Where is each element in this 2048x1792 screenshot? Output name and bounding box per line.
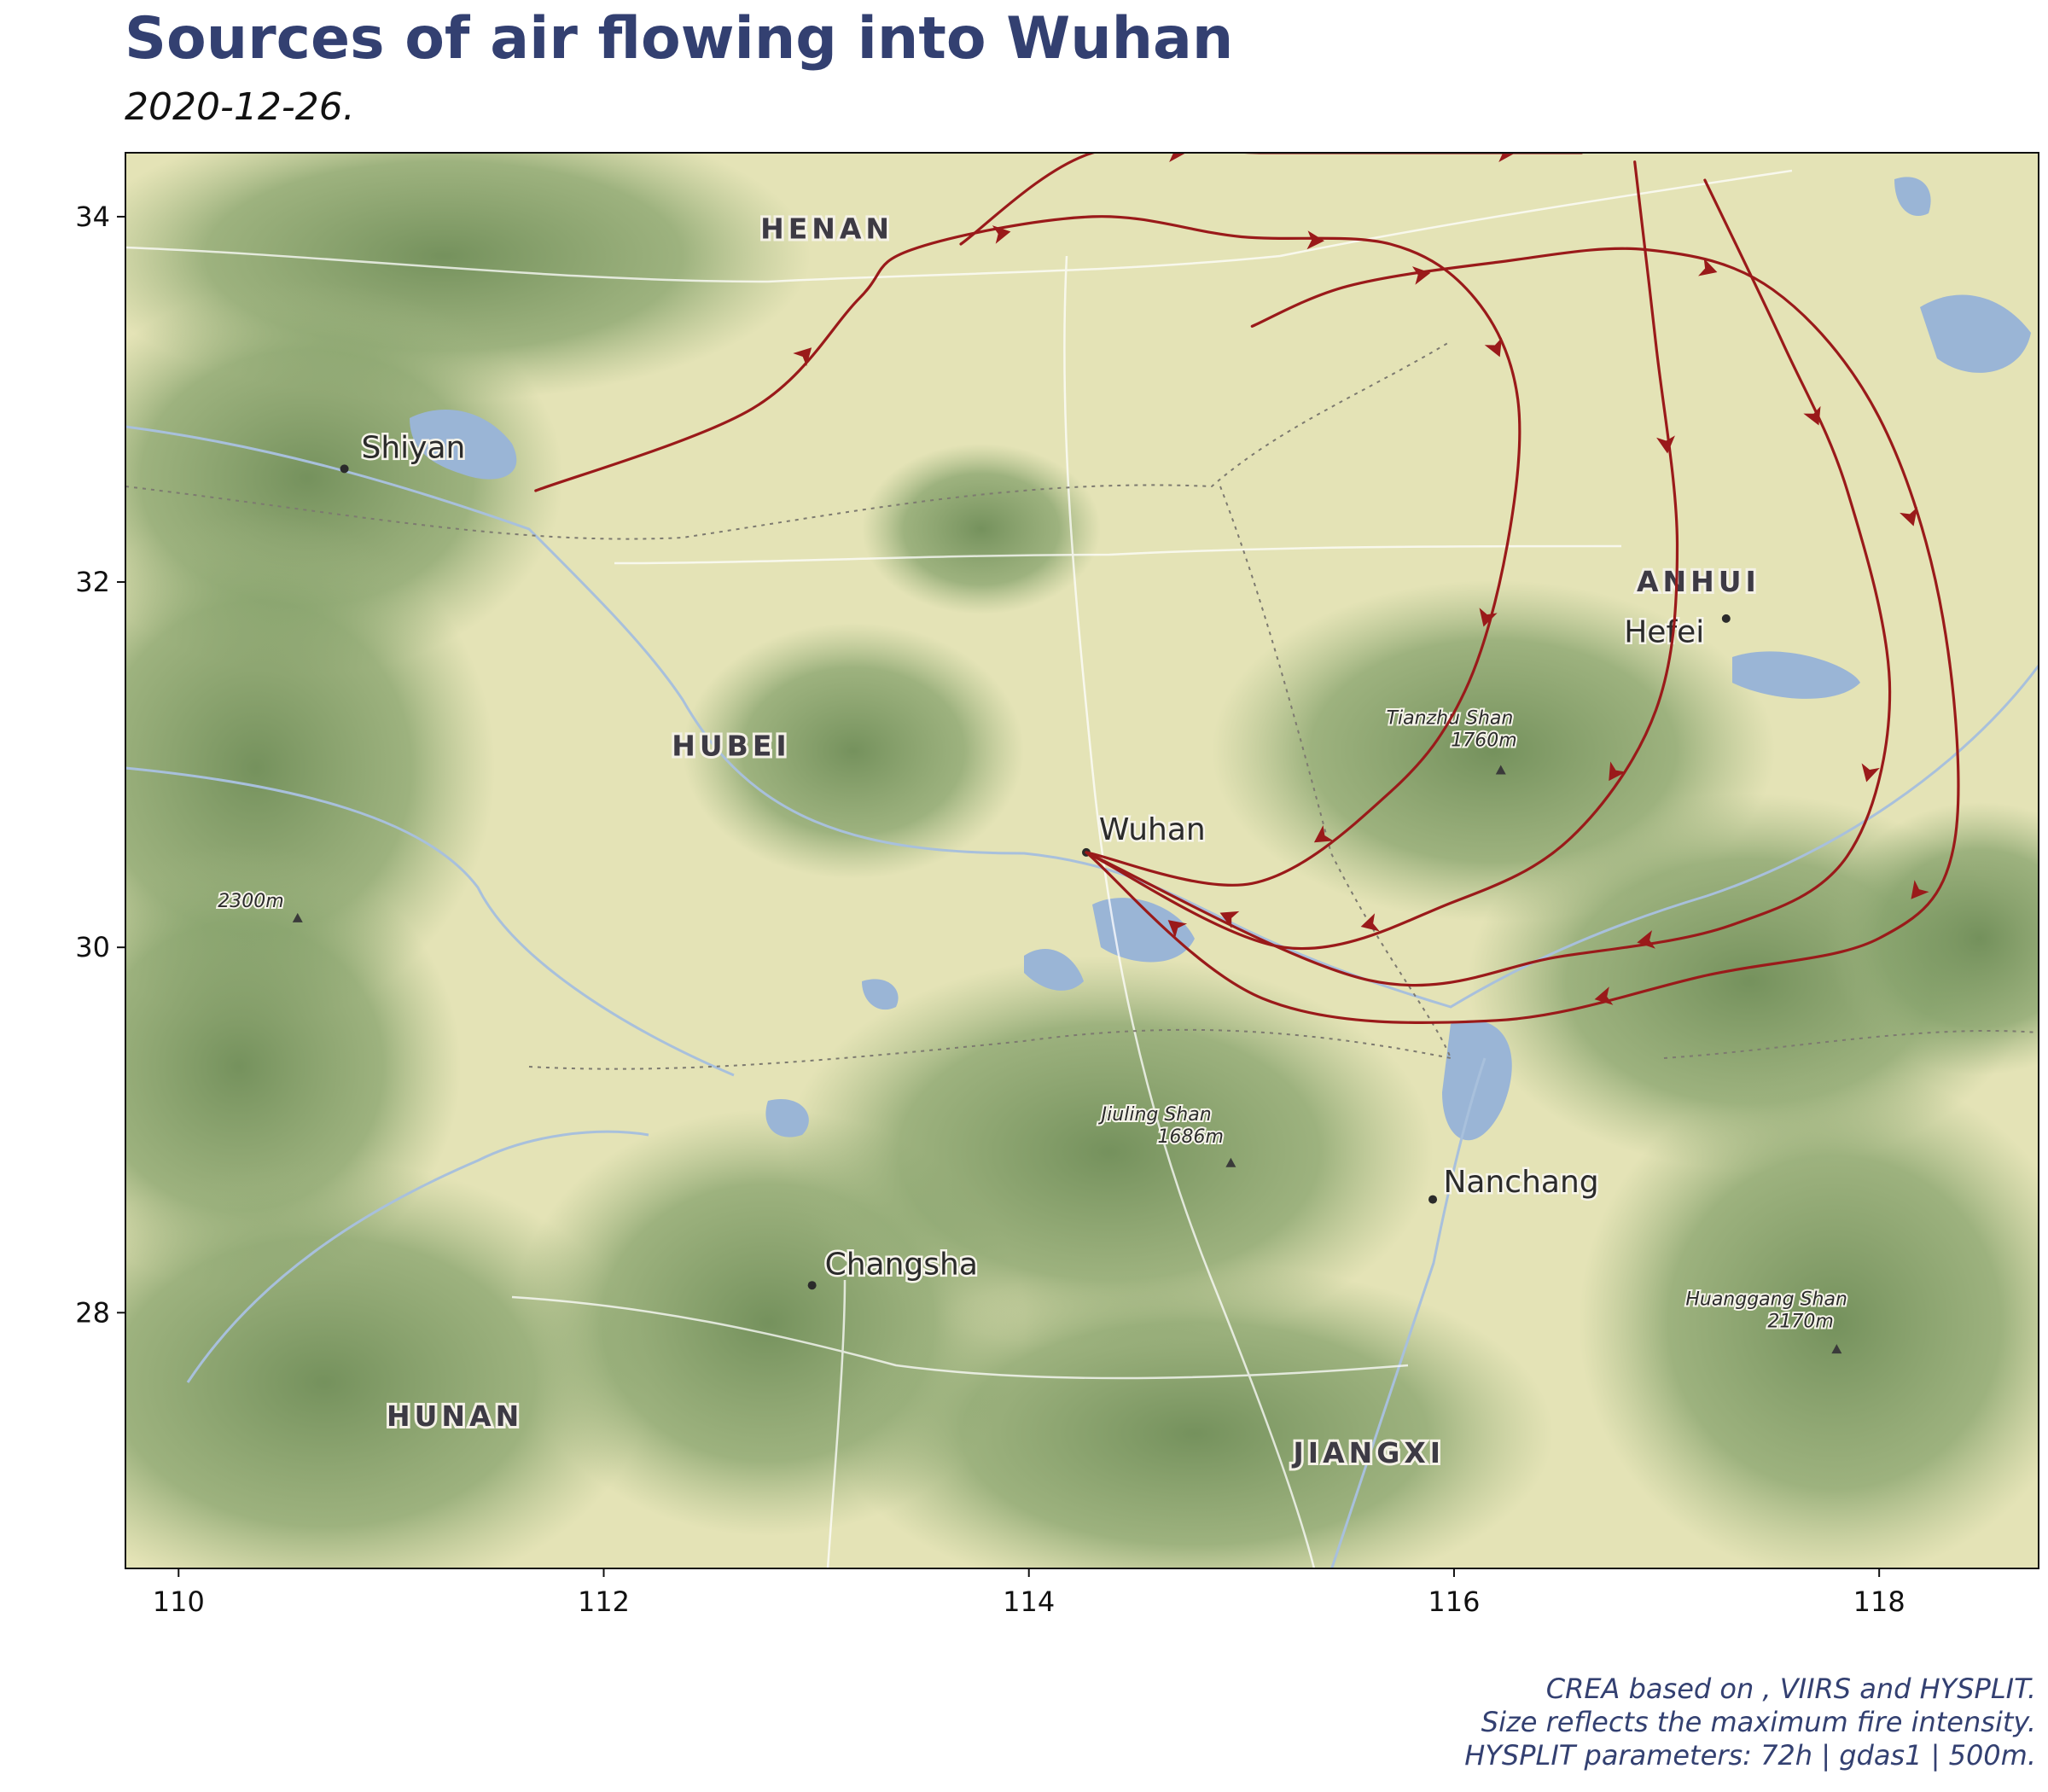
peak-elevation-label: 2300m	[218, 891, 283, 912]
y-tick-label: 28	[75, 1296, 110, 1329]
mountain-terrain	[125, 153, 2039, 1568]
city-label-shiyan: Shiyan	[362, 430, 466, 465]
trajectory-arrow	[1219, 911, 1240, 928]
city-marker-hefei	[1721, 614, 1731, 623]
city-label-wuhan: Wuhan	[1099, 812, 1206, 847]
trajectory-arrow	[1313, 825, 1334, 843]
province-borders	[125, 340, 2039, 1070]
peak-elevation-label: 2170m	[1767, 1311, 1833, 1332]
trajectory-arrow	[1594, 986, 1614, 1005]
city-marker-changsha	[807, 1281, 817, 1290]
caption-line-2: Size reflects the maximum fire intensity…	[1481, 1706, 2036, 1738]
trajectory-line	[1085, 178, 1892, 987]
city-marker-nanchang	[1428, 1195, 1438, 1204]
province-label-hunan: HUNAN	[387, 1399, 523, 1433]
plot-frame	[125, 152, 2039, 1569]
chart-subtitle: 2020-12-26.	[125, 85, 355, 129]
x-tick-label: 110	[153, 1585, 205, 1618]
trajectory-arrow	[1803, 405, 1821, 426]
trajectory-line	[534, 215, 1521, 887]
trajectory-line	[959, 153, 1583, 246]
roads	[125, 169, 1793, 1568]
trajectory-arrow	[1609, 761, 1626, 782]
peak-name-label: Huanggang Shan	[1685, 1289, 1847, 1310]
peak-marker	[1831, 1344, 1842, 1354]
caption: CREA based on , VIIRS and HYSPLIT. Size …	[1464, 1673, 2036, 1772]
trajectory-arrow	[1411, 266, 1431, 285]
y-tick-label: 30	[75, 931, 110, 963]
trajectory-arrow	[793, 347, 812, 367]
chart-title: Sources of air flowing into Wuhan	[125, 5, 1234, 73]
province-label-anhui: ANHUI	[1637, 565, 1760, 598]
trajectory-arrow	[1861, 763, 1880, 783]
trajectory-arrow	[1900, 507, 1917, 527]
trajectory-arrow	[992, 225, 1011, 244]
x-tick-label: 112	[578, 1585, 630, 1618]
peak-marker	[1495, 765, 1506, 775]
y-tick-label: 32	[75, 566, 110, 598]
trajectory-arrow	[1911, 880, 1929, 899]
x-tick-label: 116	[1428, 1585, 1480, 1618]
peak-marker	[292, 912, 303, 922]
trajectory-arrow	[1498, 153, 1516, 162]
peak-name-label: Jiuling Shan	[1098, 1104, 1212, 1126]
peak-marker	[1225, 1157, 1236, 1167]
peak-elevation-label: 1760m	[1451, 730, 1516, 752]
trajectory-arrow	[1484, 337, 1502, 358]
trajectory-arrow	[1479, 608, 1498, 627]
caption-line-3: HYSPLIT parameters: 72h | gdas1 | 500m.	[1464, 1739, 2036, 1772]
y-tick-label: 34	[75, 201, 110, 233]
trajectory-arrow	[1698, 258, 1718, 276]
peak-elevation-label: 1686m	[1157, 1126, 1223, 1148]
trajectory-arrow	[1637, 930, 1655, 949]
x-tick-label: 114	[1003, 1585, 1055, 1618]
city-label-nanchang: Nanchang	[1443, 1165, 1598, 1200]
trajectory-arrow	[1169, 153, 1187, 162]
province-label-henan: HENAN	[760, 212, 893, 246]
city-marker-shiyan	[340, 464, 349, 474]
trajectory-line	[1085, 247, 1960, 1025]
city-label-changsha: Changsha	[825, 1247, 978, 1282]
trajectory-arrow	[1656, 435, 1675, 454]
water-bodies	[410, 177, 2031, 1141]
rivers	[125, 425, 2039, 1568]
trajectory-line	[1085, 160, 1679, 951]
province-label-hubei: HUBEI	[672, 729, 790, 762]
trajectory-arrow	[1360, 913, 1380, 932]
trajectory-arrow	[1167, 920, 1188, 939]
city-label-hefei: Hefei	[1624, 615, 1704, 650]
trajectory-arrow	[1306, 230, 1325, 250]
x-tick-label: 118	[1853, 1585, 1905, 1618]
caption-line-1: CREA based on , VIIRS and HYSPLIT.	[1545, 1673, 2036, 1705]
province-label-jiangxi: JIANGXI	[1292, 1436, 1446, 1469]
terrain-basemap	[125, 153, 2039, 1568]
